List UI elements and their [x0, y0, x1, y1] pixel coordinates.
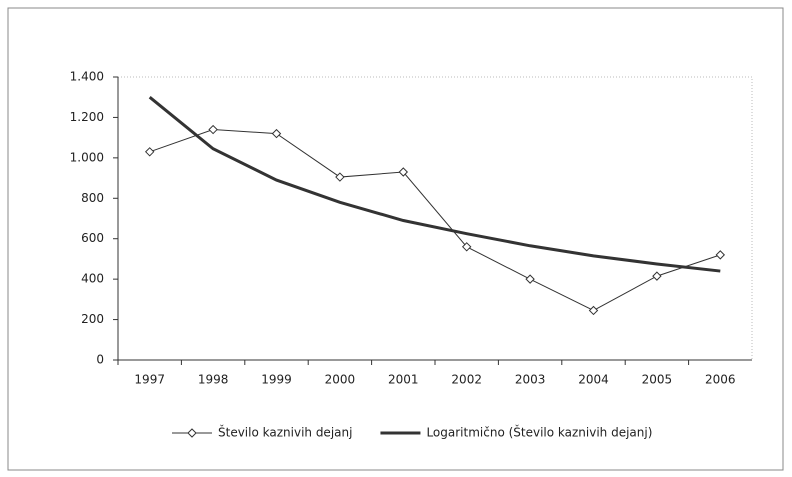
marker — [652, 271, 662, 281]
marker — [525, 274, 535, 284]
y-tick-label: 1.400 — [70, 70, 104, 84]
y-tick-label: 0 — [96, 353, 104, 367]
x-tick-label: 2002 — [451, 373, 482, 387]
x-tick-label: 2001 — [388, 373, 419, 387]
y-tick-label: 1.000 — [70, 150, 104, 164]
x-tick-label: 1997 — [134, 373, 165, 387]
legend-marker — [187, 428, 197, 438]
y-tick-label: 800 — [81, 191, 104, 205]
marker — [144, 147, 155, 157]
x-tick-label: 1998 — [198, 373, 229, 387]
marker — [335, 172, 345, 182]
x-tick-label: 2005 — [642, 373, 673, 387]
x-tick-label: 2000 — [325, 373, 356, 387]
legend-label: Logaritmično (Število kaznivih dejanj) — [426, 425, 652, 440]
chart-frame — [7, 7, 784, 471]
marker — [461, 242, 472, 252]
y-tick-label: 600 — [81, 231, 104, 245]
marker — [398, 167, 409, 177]
marker — [208, 124, 218, 135]
y-tick-label: 400 — [81, 272, 104, 286]
marker — [271, 128, 282, 139]
x-tick-label: 2003 — [515, 373, 546, 387]
legend-label: Število kaznivih dejanj — [218, 425, 352, 440]
marker — [588, 305, 599, 316]
y-tick-label: 1.200 — [70, 110, 104, 124]
trend-line — [148, 96, 721, 273]
x-tick-label: 2004 — [578, 373, 609, 387]
series-line — [149, 129, 721, 312]
x-tick-label: 1999 — [261, 373, 292, 387]
marker — [715, 250, 726, 260]
x-tick-label: 2006 — [705, 373, 736, 387]
y-tick-label: 200 — [81, 312, 104, 326]
